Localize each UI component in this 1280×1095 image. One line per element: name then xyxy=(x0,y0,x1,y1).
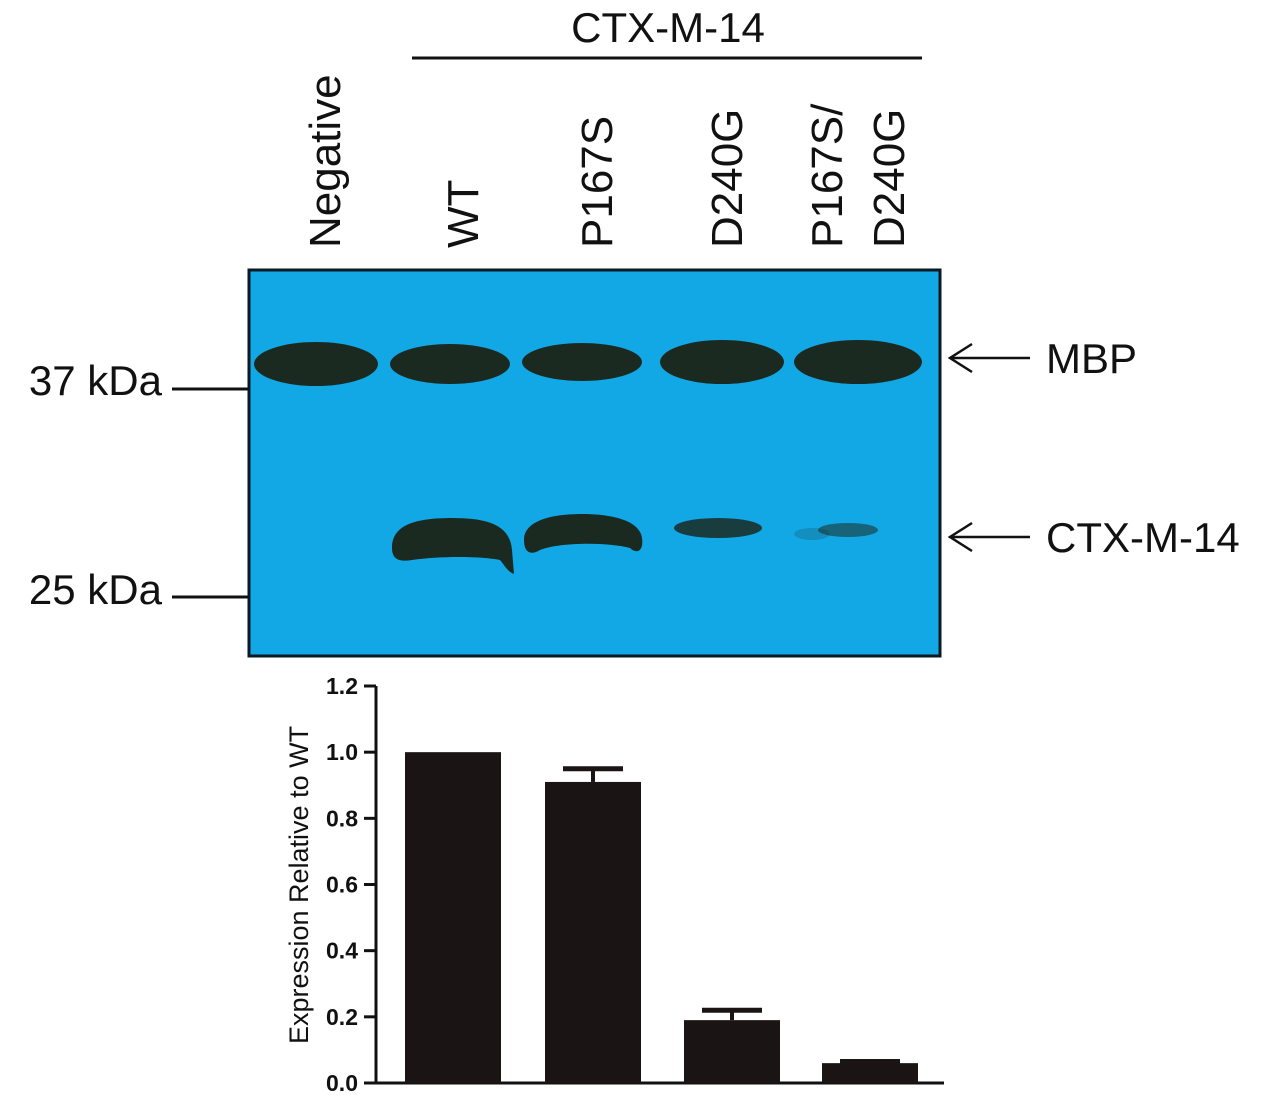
marker-37kda-label: 37 kDa xyxy=(29,357,163,404)
y-tick-label: 1.0 xyxy=(326,739,358,765)
band-mbp-wt xyxy=(390,344,510,384)
western-blot: 37 kDa 25 kDa MBP CTX-M-14 xyxy=(29,268,1240,658)
y-tick-label: 0.8 xyxy=(326,805,358,831)
bars xyxy=(405,752,918,1083)
lane-label-negative: Negative xyxy=(301,74,350,248)
lane-header: CTX-M-14 Negative WT P167S D240G P167S/ … xyxy=(301,4,922,248)
y-tick-label: 0.0 xyxy=(326,1070,358,1095)
mbp-arrow xyxy=(947,342,1030,374)
bar xyxy=(545,781,641,1083)
y-tick-label: 0.2 xyxy=(326,1004,358,1030)
band-label-mbp: MBP xyxy=(1046,335,1137,382)
y-tick-label: 1.2 xyxy=(326,673,358,699)
band-ctx-double xyxy=(818,523,878,537)
lane-label-d240g: D240G xyxy=(703,109,752,248)
band-mbp-double xyxy=(794,340,922,384)
band-mbp-negative xyxy=(254,342,378,386)
blot-membrane xyxy=(247,268,942,658)
lane-label-double-line1: P167S/ xyxy=(803,103,852,248)
bar xyxy=(405,752,501,1083)
band-ctx-p167s xyxy=(524,514,643,553)
band-mbp-d240g xyxy=(660,340,784,384)
band-ctx-double-faint xyxy=(794,528,830,540)
y-tick-label: 0.6 xyxy=(326,872,358,898)
band-ctx-d240g xyxy=(674,518,762,538)
lane-label-wt: WT xyxy=(439,180,488,248)
bar-chart: Expression Relative to WT 0.00.20.40.60.… xyxy=(284,673,944,1095)
marker-25kda-label: 25 kDa xyxy=(29,566,163,613)
ctx-arrow xyxy=(947,521,1030,553)
band-label-ctx: CTX-M-14 xyxy=(1046,514,1240,561)
band-ctx-wt xyxy=(392,518,514,574)
lane-label-double-line2: D240G xyxy=(865,109,914,248)
bar xyxy=(822,1063,918,1083)
band-mbp-p167s xyxy=(522,343,642,381)
y-tick-label: 0.4 xyxy=(326,938,358,964)
y-axis-title: Expression Relative to WT xyxy=(284,726,314,1044)
y-axis-ticks: 0.0 0.2 0.4 0.6 0.8 1.0 1.2 xyxy=(326,673,376,1095)
group-label: CTX-M-14 xyxy=(571,4,765,51)
bar xyxy=(684,1020,780,1083)
lane-label-p167s: P167S xyxy=(573,116,622,248)
